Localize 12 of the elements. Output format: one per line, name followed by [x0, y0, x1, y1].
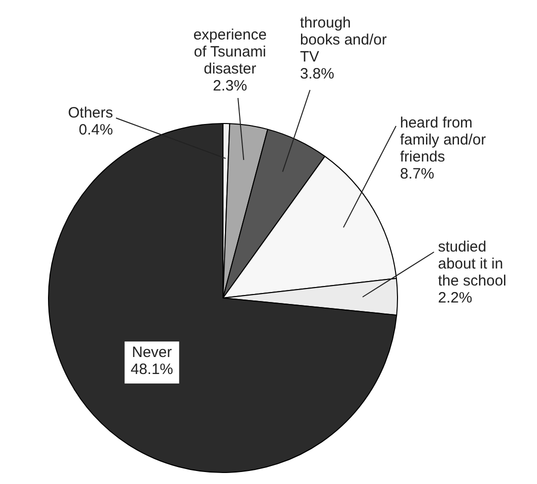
data-label: 0.4%	[78, 122, 113, 139]
slice-label: Never	[132, 344, 172, 362]
slice-label: studied about it in the school	[438, 238, 506, 290]
slice-label: experience of Tsunami disaster	[193, 26, 267, 78]
data-label: 3.8%	[300, 66, 334, 83]
data-label: 2.2%	[438, 290, 472, 307]
data-label: 2.3%	[212, 78, 248, 95]
slice-label: through books and/or TV	[300, 14, 387, 66]
slice-label: Others	[68, 104, 113, 122]
slice-label: heard from family and/or friends	[400, 114, 486, 166]
data-label: 48.1%	[130, 361, 174, 378]
data-label: 8.7%	[400, 166, 434, 183]
